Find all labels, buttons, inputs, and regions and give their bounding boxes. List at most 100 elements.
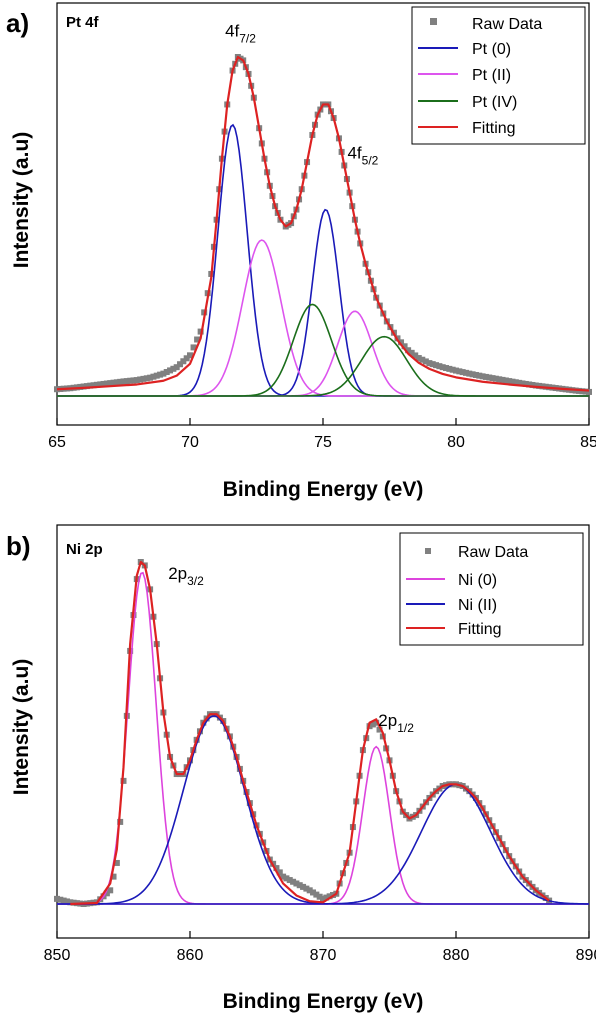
raw-data-point	[532, 382, 539, 389]
x-ticks-a: 65 70 75 80 85	[48, 418, 596, 451]
raw-data-point	[103, 380, 110, 387]
raw-data-point	[466, 370, 473, 377]
raw-data-point	[433, 362, 440, 369]
component-ni-0-peak-2-b	[57, 745, 589, 905]
raw-data-point	[140, 375, 147, 382]
panel-label-b: b)	[6, 531, 31, 561]
raw-data-point	[123, 378, 130, 385]
raw-data-point	[412, 352, 419, 359]
raw-data-point	[446, 365, 453, 372]
raw-data-point	[306, 887, 313, 894]
raw-data-point	[70, 899, 77, 906]
raw-data-point	[160, 370, 167, 377]
raw-data-point	[143, 375, 150, 382]
panel-a-pt-4f: a) Pt 4f 65 70 75 80 85 4f7/2 4f5/2 Binding …	[6, 2, 596, 501]
x-tick-label-a-70: 70	[181, 434, 199, 451]
legend-label-ni0: Ni (0)	[458, 572, 497, 589]
x-tick-label-a-80: 80	[447, 434, 465, 451]
raw-data-point	[419, 356, 426, 363]
raw-data-point	[293, 880, 300, 887]
raw-data-point	[439, 364, 446, 371]
raw-data-point	[316, 893, 323, 900]
raw-data-point	[67, 899, 74, 906]
raw-data-point	[453, 367, 459, 374]
raw-data-point	[426, 360, 433, 367]
legend-label-pt0: Pt (0)	[472, 41, 511, 58]
raw-data-point	[300, 883, 307, 890]
component-ni-ii-peak-1-b	[57, 715, 589, 905]
raw-data-point	[408, 349, 415, 356]
raw-data-point	[173, 364, 180, 371]
raw-data-point	[197, 328, 204, 335]
raw-data-point	[180, 358, 187, 365]
raw-data-point	[110, 379, 117, 386]
x-tick-label-a-85: 85	[580, 434, 596, 451]
raw-data-point	[80, 383, 87, 390]
x-tick-label-b-890: 890	[576, 947, 596, 964]
raw-data-point	[147, 374, 154, 381]
raw-data-point	[456, 368, 463, 375]
peak-label-4f7-2: 4f7/2	[225, 22, 256, 46]
raw-data-point	[369, 721, 376, 728]
raw-data-point	[273, 865, 280, 872]
raw-data-point	[133, 377, 140, 384]
peak-label-2p3-2: 2p3/2	[168, 564, 204, 588]
raw-data-point	[113, 379, 120, 386]
raw-data-point	[187, 352, 193, 359]
raw-data-point	[107, 380, 114, 387]
y-axis-label-a: Intensity (a.u)	[10, 132, 33, 269]
raw-data-point	[120, 777, 127, 784]
raw-data-point	[177, 361, 184, 368]
raw-data-point	[422, 358, 429, 365]
raw-data-point	[449, 366, 456, 373]
raw-data-point	[87, 382, 94, 389]
raw-data-point	[492, 375, 499, 382]
component-pt-0-peak-1-a	[57, 123, 589, 397]
raw-data-point	[283, 875, 290, 882]
raw-data-point	[489, 375, 496, 382]
raw-data-point	[482, 373, 489, 380]
raw-data-point	[469, 371, 476, 378]
raw-data-point	[107, 887, 114, 894]
raw-data-point	[526, 381, 533, 388]
series-layer-b	[54, 559, 590, 907]
legend-label-fit-a: Fitting	[472, 120, 516, 137]
fitting-curve-b	[70, 560, 550, 906]
series-layer-a	[54, 54, 592, 397]
raw-data-point	[113, 859, 120, 866]
panel-label-a: a)	[6, 8, 29, 38]
raw-data-point	[150, 373, 157, 380]
x-ticks-b: 850 860 870 880 890	[44, 931, 596, 964]
raw-data-point	[290, 878, 297, 885]
raw-data-point	[516, 379, 523, 386]
raw-data-point	[153, 372, 160, 379]
x-tick-label-b-880: 880	[443, 947, 470, 964]
x-tick-label-a-75: 75	[314, 434, 332, 451]
raw-data-point	[398, 339, 405, 346]
x-tick-label-b-870: 870	[310, 947, 337, 964]
raw-data-point	[93, 381, 100, 388]
legend-label-pt4: Pt (IV)	[472, 94, 517, 111]
raw-data-point	[479, 373, 486, 380]
x-tick-label-a-65: 65	[48, 434, 66, 451]
inset-title-a: Pt 4f	[66, 14, 100, 31]
component-ni-ii-peak-2-b	[57, 783, 590, 905]
raw-data-point	[54, 895, 60, 902]
raw-data-point	[499, 376, 506, 383]
legend-b: Raw Data Ni (0) Ni (II) Fitting	[399, 532, 584, 646]
legend-label-pt2: Pt (II)	[472, 67, 511, 84]
raw-data-point	[522, 380, 529, 387]
raw-data-point	[103, 890, 110, 897]
legend-box-a	[411, 6, 586, 145]
raw-data-point	[100, 380, 107, 387]
raw-data-point	[529, 381, 536, 388]
raw-data-point	[117, 378, 124, 385]
raw-data-point	[183, 355, 190, 362]
raw-data-point	[415, 355, 422, 362]
raw-data-point	[323, 894, 330, 901]
raw-data-point	[60, 897, 67, 904]
raw-data-point	[486, 374, 493, 381]
raw-data-point	[313, 891, 320, 898]
x-tick-label-b-850: 850	[44, 947, 71, 964]
raw-data-point	[405, 347, 412, 354]
